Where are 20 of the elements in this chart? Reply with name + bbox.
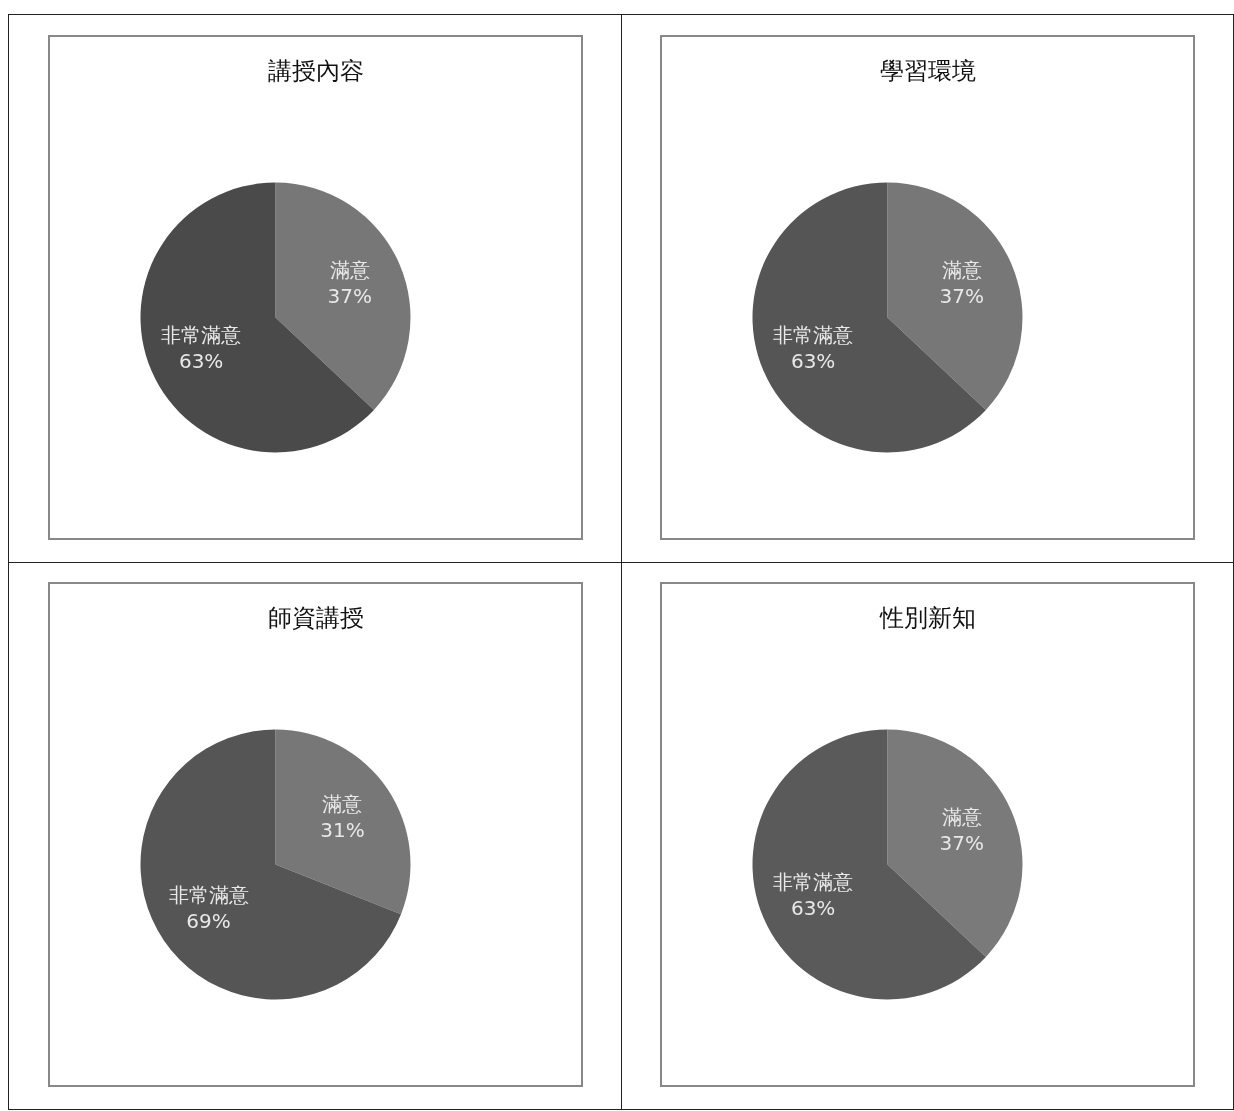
data-label: 37% <box>939 284 984 309</box>
slice-label: 非常滿意 <box>772 322 853 347</box>
chart-title: 講授內容 <box>267 57 363 85</box>
data-label: 37% <box>939 831 984 856</box>
slice-label: 滿意 <box>329 258 370 283</box>
slice-label: 非常滿意 <box>772 869 853 894</box>
data-label: 63% <box>178 348 223 373</box>
data-label: 63% <box>790 348 835 373</box>
chart-title: 學習環境 <box>879 57 975 85</box>
slice-label: 滿意 <box>941 805 982 830</box>
data-label: 63% <box>790 895 835 920</box>
data-label: 69% <box>185 909 231 934</box>
slice-label: 非常滿意 <box>160 322 241 347</box>
data-label: 31% <box>319 817 365 842</box>
data-label: 37% <box>327 284 372 309</box>
chart-title: 性別新知 <box>878 604 975 632</box>
slice-label: 滿意 <box>321 791 362 816</box>
slice-label: 滿意 <box>941 258 982 283</box>
chart-title: 師資講授 <box>267 604 363 632</box>
slice-label: 非常滿意 <box>168 883 249 908</box>
